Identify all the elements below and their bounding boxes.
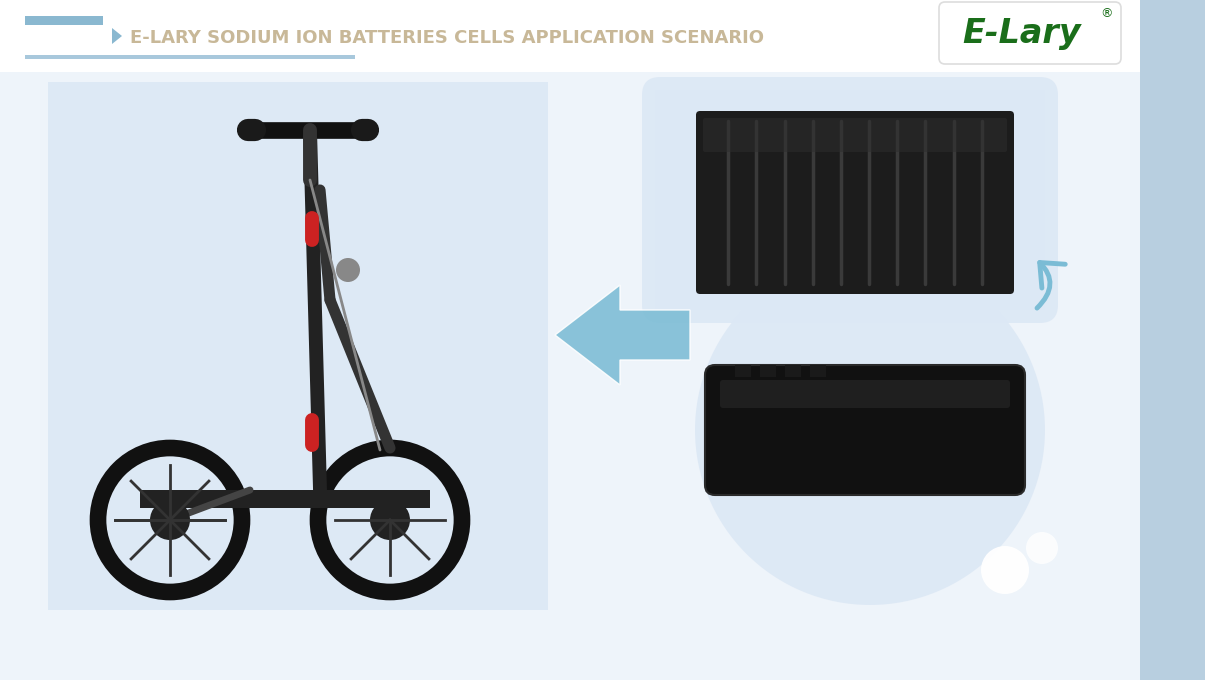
- FancyArrowPatch shape: [1038, 262, 1065, 308]
- Polygon shape: [556, 285, 690, 385]
- Text: E-Lary: E-Lary: [963, 16, 1081, 50]
- Text: E-LARY SODIUM ION BATTERIES CELLS APPLICATION SCENARIO: E-LARY SODIUM ION BATTERIES CELLS APPLIC…: [130, 29, 764, 47]
- Bar: [1140, 0, 1205, 680]
- Bar: [140, 490, 430, 508]
- FancyBboxPatch shape: [721, 380, 1010, 408]
- FancyBboxPatch shape: [642, 77, 1058, 323]
- FancyBboxPatch shape: [48, 82, 548, 610]
- Bar: [0, 0, 1140, 72]
- FancyBboxPatch shape: [939, 2, 1121, 64]
- FancyBboxPatch shape: [656, 90, 1045, 310]
- Bar: [760, 365, 776, 377]
- Circle shape: [981, 546, 1029, 594]
- FancyBboxPatch shape: [705, 365, 1025, 495]
- Bar: [784, 365, 801, 377]
- Text: ®: ®: [1100, 7, 1113, 20]
- Polygon shape: [112, 28, 122, 44]
- Bar: [25, 55, 355, 59]
- Circle shape: [370, 500, 410, 540]
- FancyBboxPatch shape: [703, 118, 1007, 152]
- Bar: [810, 365, 825, 377]
- Circle shape: [336, 258, 360, 282]
- Circle shape: [149, 500, 190, 540]
- Bar: [735, 365, 751, 377]
- Circle shape: [1025, 532, 1058, 564]
- Circle shape: [695, 255, 1045, 605]
- FancyBboxPatch shape: [696, 111, 1013, 294]
- Bar: [25, 16, 102, 25]
